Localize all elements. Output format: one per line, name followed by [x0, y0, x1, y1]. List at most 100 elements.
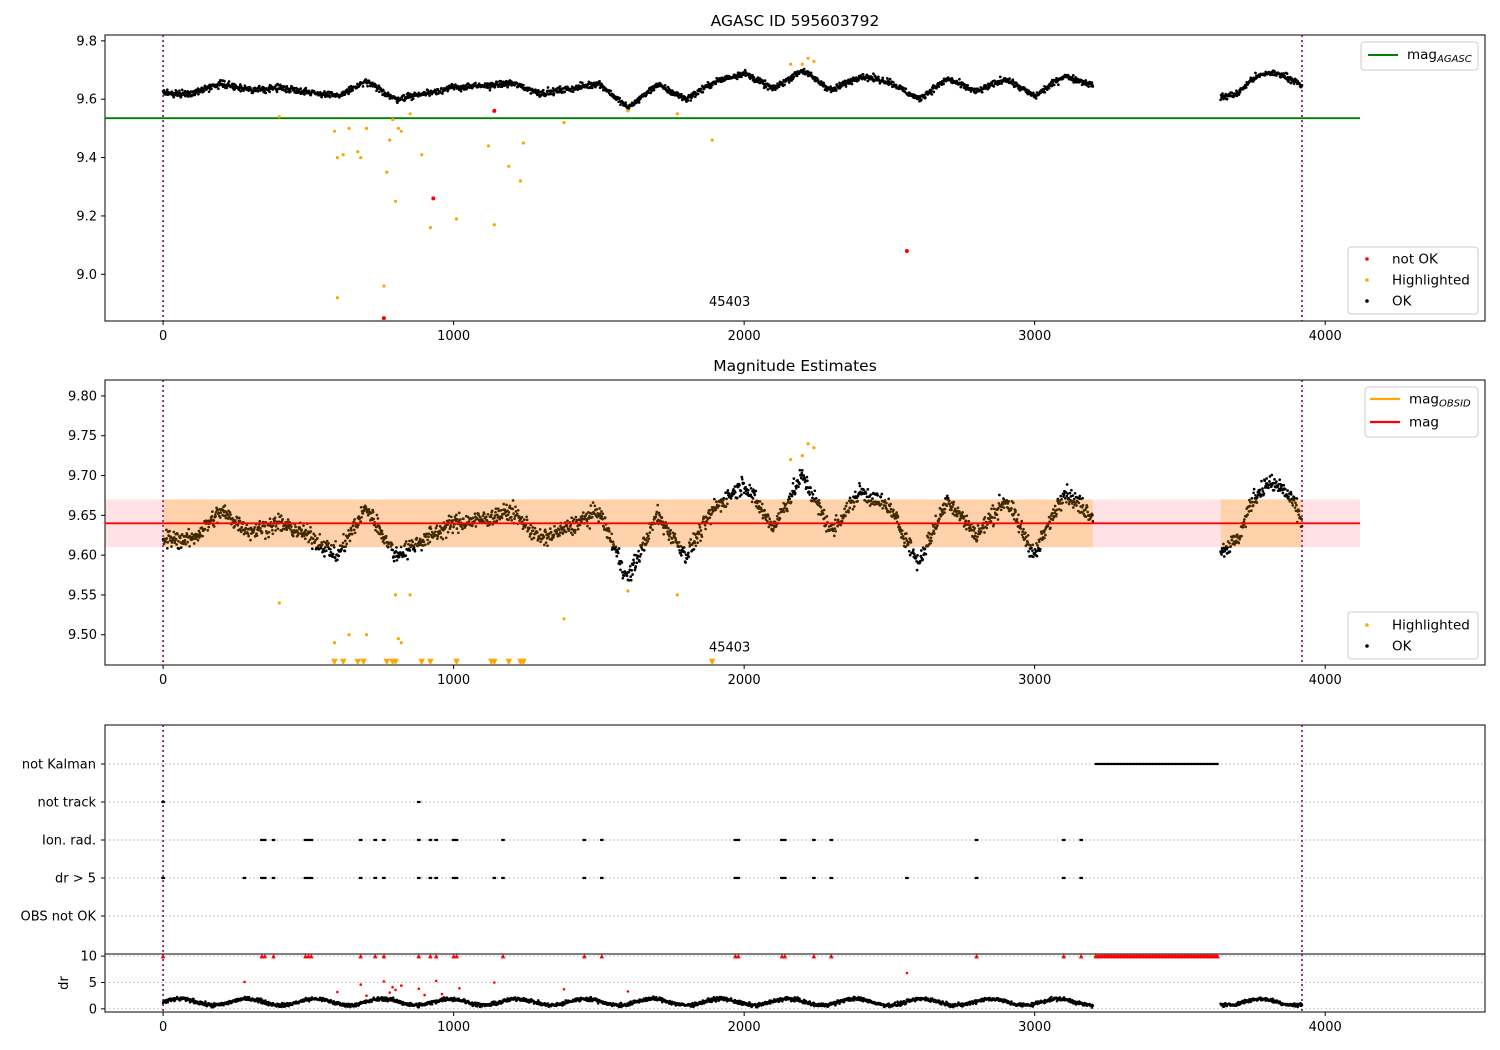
ok-point	[1270, 473, 1274, 477]
ok-point	[680, 554, 683, 557]
highlighted-point	[420, 153, 424, 157]
flag-point	[1063, 838, 1066, 842]
ok-point	[740, 477, 744, 481]
ok-point	[777, 85, 781, 89]
ok-point	[924, 552, 928, 556]
ok-point	[1059, 494, 1063, 498]
flag-point	[737, 876, 741, 880]
legend-label: Highlighted	[1392, 618, 1470, 634]
ok-point	[207, 90, 211, 94]
ok-point	[894, 83, 898, 87]
ok-point	[382, 89, 385, 92]
ok-point	[336, 558, 339, 562]
legend-label: mag	[1409, 415, 1439, 431]
ok-point	[771, 88, 774, 92]
flag-label: not Kalman	[22, 758, 96, 773]
ok-point	[289, 90, 292, 93]
ok-point	[709, 86, 713, 89]
ok-point	[1067, 496, 1070, 500]
ok-point	[634, 565, 638, 568]
flag-label: dr > 5	[55, 872, 96, 887]
highlighted-below-marker	[383, 658, 391, 666]
ok-point	[733, 490, 737, 494]
highlighted-below-marker	[360, 658, 367, 666]
ok-point	[395, 558, 399, 562]
ok-point	[324, 549, 328, 553]
ok-point	[1258, 488, 1262, 492]
ok-point	[616, 551, 620, 555]
ok-point	[217, 87, 220, 91]
ok-point	[689, 99, 693, 102]
ok-point	[798, 468, 802, 472]
ok-point	[620, 561, 624, 564]
ok-point	[635, 101, 639, 104]
ok-point	[848, 496, 852, 500]
ok-point	[1034, 97, 1038, 100]
highlighted-point	[347, 633, 351, 637]
ok-point	[1282, 72, 1286, 75]
ok-point	[1287, 495, 1290, 498]
flag-point	[976, 838, 979, 842]
ok-point	[428, 94, 431, 97]
highlighted-point	[399, 129, 403, 133]
ok-point	[866, 488, 870, 491]
legend-marker	[1365, 623, 1369, 627]
highlighted-point	[341, 153, 345, 157]
flag-point	[1063, 876, 1066, 880]
ok-point	[787, 81, 791, 84]
ok-point	[680, 92, 683, 96]
ok-point	[1031, 555, 1035, 559]
ok-point	[696, 92, 700, 96]
ok-point	[865, 76, 868, 80]
ok-point	[441, 92, 444, 95]
ok-point	[588, 86, 592, 90]
ok-point	[299, 87, 303, 90]
ok-point	[1282, 483, 1286, 487]
legend-marker	[1365, 257, 1369, 261]
ok-point	[945, 494, 949, 498]
ok-point	[632, 558, 635, 562]
highlighted-point	[521, 141, 526, 145]
ok-point	[303, 93, 306, 96]
ok-point	[735, 496, 739, 500]
ok-point	[329, 94, 332, 98]
ok-point	[880, 492, 884, 496]
ok-point	[1268, 480, 1271, 483]
ok-point	[844, 85, 848, 88]
ok-point	[958, 77, 961, 81]
flag-point	[813, 876, 816, 880]
ok-point	[200, 86, 204, 90]
ok-point	[1221, 92, 1224, 95]
ok-point	[792, 75, 796, 79]
ok-point	[619, 103, 622, 107]
ok-point	[1285, 72, 1289, 76]
ok-point	[858, 484, 862, 488]
ok-point	[885, 77, 889, 80]
ok-point	[729, 497, 733, 500]
ok-point	[625, 574, 629, 578]
x-tick-label: 1000	[437, 329, 470, 344]
highlighted-point	[507, 164, 511, 168]
y-tick-label: 9.2	[76, 209, 97, 224]
ok-point	[1057, 83, 1060, 87]
highlighted-point	[356, 150, 360, 154]
ok-point	[1047, 86, 1051, 90]
ok-point	[406, 91, 410, 95]
ok-point	[1267, 486, 1270, 490]
ok-point	[617, 547, 621, 550]
ok-point	[699, 87, 703, 91]
ok-point	[1084, 79, 1088, 82]
ok-point	[923, 93, 926, 97]
ok-point	[889, 82, 893, 86]
ok-point	[227, 80, 231, 83]
y-tick-label: 9.65	[68, 509, 97, 524]
highlighted-point	[396, 637, 400, 641]
ok-point	[807, 490, 811, 494]
ok-point	[392, 559, 396, 563]
flag-point	[502, 876, 505, 880]
ok-point	[257, 84, 261, 88]
ok-point	[746, 488, 750, 492]
highlighted-point	[806, 442, 810, 446]
ok-point	[1287, 80, 1290, 83]
ok-point	[1031, 549, 1034, 552]
